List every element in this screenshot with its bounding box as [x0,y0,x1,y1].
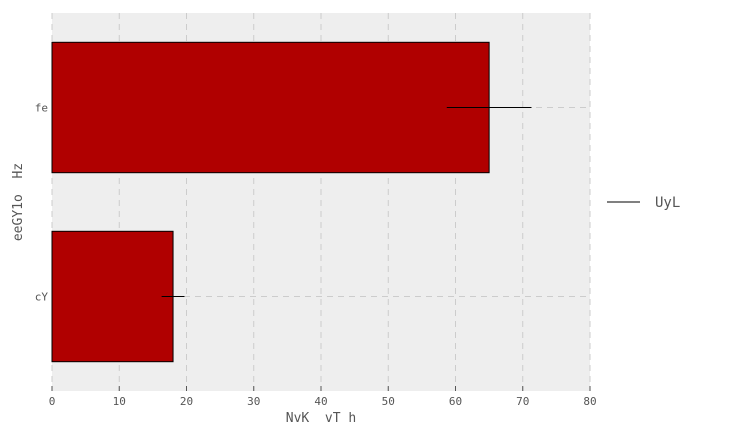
legend: UyL [607,195,680,211]
y-tick-label: cY [35,291,49,304]
x-tick-label: 70 [516,395,529,408]
y-tick-label: fe [35,102,48,115]
x-axis-ticks: 0 10 20 30 40 50 60 70 80 [49,386,597,408]
x-tick-label: 80 [583,395,596,408]
x-tick-label: 60 [449,395,462,408]
bar-fe [51,41,490,174]
x-tick-label: 0 [49,395,56,408]
legend-label: UyL [655,195,680,211]
bars [51,41,490,363]
x-tick-label: 50 [382,395,395,408]
y-axis-ticks: cY fe [35,102,49,304]
x-tick-label: 30 [247,395,260,408]
bar-cY [51,230,174,363]
x-axis-label: NvK vT h [286,411,356,426]
error-bars [161,107,532,297]
y-axis-label: eeGY1o Hz [11,163,26,241]
x-tick-label: 10 [113,395,126,408]
x-tick-label: 40 [314,395,327,408]
x-tick-label: 20 [180,395,193,408]
